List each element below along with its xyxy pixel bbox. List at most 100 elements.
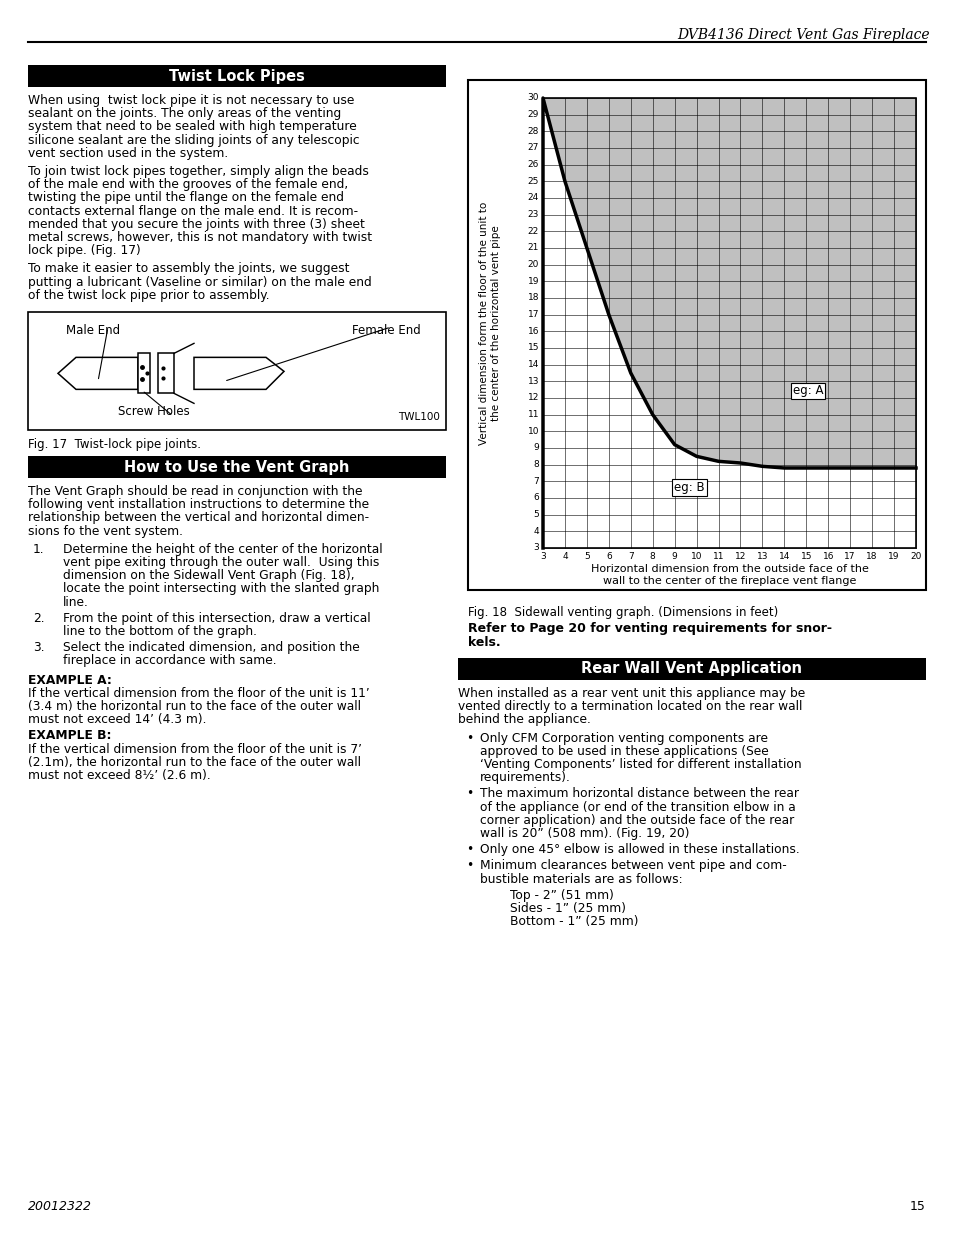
Text: 10: 10	[690, 552, 701, 561]
Text: Rear Wall Vent Application: Rear Wall Vent Application	[581, 662, 801, 677]
Text: putting a lubricant (Vaseline or similar) on the male end: putting a lubricant (Vaseline or similar…	[28, 275, 372, 289]
Text: 24: 24	[527, 194, 538, 203]
Text: 7: 7	[627, 552, 633, 561]
Text: 20012322: 20012322	[28, 1200, 91, 1213]
Polygon shape	[542, 98, 915, 548]
Text: 30: 30	[527, 94, 538, 103]
Text: Female End: Female End	[352, 324, 420, 337]
Bar	[28, 65, 446, 86]
Text: 8: 8	[649, 552, 655, 561]
Text: When using  twist lock pipe it is not necessary to use: When using twist lock pipe it is not nec…	[28, 94, 354, 107]
Text: How to Use the Vent Graph: How to Use the Vent Graph	[124, 459, 350, 474]
Text: line.: line.	[63, 595, 89, 609]
Text: line to the bottom of the graph.: line to the bottom of the graph.	[63, 625, 256, 638]
Text: sions fo the vent system.: sions fo the vent system.	[28, 525, 183, 537]
Text: To make it easier to assembly the joints, we suggest: To make it easier to assembly the joints…	[28, 262, 349, 275]
Text: EXAMPLE B:: EXAMPLE B:	[28, 730, 112, 742]
Text: lock pipe. (Fig. 17): lock pipe. (Fig. 17)	[28, 245, 141, 257]
Bar	[468, 80, 925, 590]
Text: sealant on the joints. The only areas of the venting: sealant on the joints. The only areas of…	[28, 107, 341, 120]
Text: 29: 29	[527, 110, 538, 119]
Text: Screw Holes: Screw Holes	[118, 405, 190, 417]
Text: 15: 15	[800, 552, 811, 561]
Text: Fig. 18  Sidewall venting graph. (Dimensions in feet): Fig. 18 Sidewall venting graph. (Dimensi…	[468, 606, 778, 619]
Text: eg: A: eg: A	[792, 384, 822, 398]
Text: 2.: 2.	[33, 611, 45, 625]
Text: 18: 18	[865, 552, 877, 561]
Text: 22: 22	[527, 227, 538, 236]
Text: 10: 10	[527, 427, 538, 436]
Text: Horizontal dimension from the outside face of the
wall to the center of the fire: Horizontal dimension from the outside fa…	[590, 564, 867, 585]
Text: 20: 20	[527, 261, 538, 269]
Text: of the male end with the grooves of the female end,: of the male end with the grooves of the …	[28, 178, 348, 191]
Text: of the twist lock pipe prior to assembly.: of the twist lock pipe prior to assembly…	[28, 289, 270, 301]
Text: eg: B: eg: B	[674, 480, 704, 494]
Text: 8: 8	[533, 461, 538, 469]
Bar	[542, 98, 915, 548]
Text: approved to be used in these applications (See: approved to be used in these application…	[479, 745, 768, 758]
Text: Determine the height of the center of the horizontal: Determine the height of the center of th…	[63, 543, 382, 556]
Text: vent section used in the system.: vent section used in the system.	[28, 147, 228, 159]
Text: If the vertical dimension from the floor of the unit is 7’: If the vertical dimension from the floor…	[28, 742, 361, 756]
Text: 9: 9	[671, 552, 677, 561]
Bar	[28, 456, 446, 478]
Text: 26: 26	[527, 161, 538, 169]
Text: wall is 20” (508 mm). (Fig. 19, 20): wall is 20” (508 mm). (Fig. 19, 20)	[479, 827, 689, 840]
Bar	[542, 98, 915, 548]
Text: 7: 7	[533, 477, 538, 485]
Text: Only one 45° elbow is allowed in these installations.: Only one 45° elbow is allowed in these i…	[479, 844, 799, 856]
Text: Only CFM Corporation venting components are: Only CFM Corporation venting components …	[479, 731, 767, 745]
Text: The Vent Graph should be read in conjunction with the: The Vent Graph should be read in conjunc…	[28, 485, 362, 498]
Text: requirements).: requirements).	[479, 771, 570, 784]
Text: EXAMPLE A:: EXAMPLE A:	[28, 673, 112, 687]
Text: kels.: kels.	[468, 636, 500, 650]
Text: •: •	[466, 731, 473, 745]
Text: If the vertical dimension from the floor of the unit is 11’: If the vertical dimension from the floor…	[28, 687, 370, 700]
Text: Male End: Male End	[66, 324, 120, 337]
Text: 21: 21	[527, 243, 538, 252]
Text: 17: 17	[843, 552, 855, 561]
Text: 11: 11	[712, 552, 723, 561]
Text: To join twist lock pipes together, simply align the beads: To join twist lock pipes together, simpl…	[28, 165, 369, 178]
Bar	[158, 353, 173, 394]
Text: mended that you secure the joints with three (3) sheet: mended that you secure the joints with t…	[28, 217, 364, 231]
Text: following vent installation instructions to determine the: following vent installation instructions…	[28, 498, 369, 511]
Text: system that need to be sealed with high temperature: system that need to be sealed with high …	[28, 120, 356, 133]
Text: 9: 9	[533, 443, 538, 452]
Text: ‘Venting Components’ listed for different installation: ‘Venting Components’ listed for differen…	[479, 758, 801, 771]
Text: 3: 3	[533, 543, 538, 552]
Text: behind the appliance.: behind the appliance.	[457, 714, 590, 726]
Text: 6: 6	[533, 494, 538, 503]
Text: Top - 2” (51 mm): Top - 2” (51 mm)	[510, 889, 613, 902]
Text: 19: 19	[527, 277, 538, 285]
Text: relationship between the vertical and horizontal dimen-: relationship between the vertical and ho…	[28, 511, 369, 525]
Text: Refer to Page 20 for venting requirements for snor-: Refer to Page 20 for venting requirement…	[468, 622, 831, 635]
Text: 14: 14	[527, 361, 538, 369]
Text: 25: 25	[527, 177, 538, 185]
Text: •: •	[466, 860, 473, 872]
Text: •: •	[466, 788, 473, 800]
Text: Vertical dimension form the floor of the unit to
the center of the horizontal ve: Vertical dimension form the floor of the…	[478, 201, 500, 445]
Text: 5: 5	[533, 510, 538, 519]
Text: From the point of this intersection, draw a vertical: From the point of this intersection, dra…	[63, 611, 370, 625]
Text: 5: 5	[583, 552, 589, 561]
Text: metal screws, however, this is not mandatory with twist: metal screws, however, this is not manda…	[28, 231, 372, 245]
Text: 12: 12	[527, 394, 538, 403]
Text: of the appliance (or end of the transition elbow in a: of the appliance (or end of the transiti…	[479, 800, 795, 814]
Text: silicone sealant are the sliding joints of any telescopic: silicone sealant are the sliding joints …	[28, 133, 359, 147]
Text: •: •	[466, 844, 473, 856]
Text: fireplace in accordance with same.: fireplace in accordance with same.	[63, 655, 276, 667]
Text: must not exceed 8½’ (2.6 m).: must not exceed 8½’ (2.6 m).	[28, 769, 211, 782]
Text: 12: 12	[734, 552, 745, 561]
Text: 3: 3	[539, 552, 545, 561]
Text: bustible materials are as follows:: bustible materials are as follows:	[479, 873, 682, 885]
Text: When installed as a rear vent unit this appliance may be: When installed as a rear vent unit this …	[457, 687, 804, 700]
Text: 13: 13	[756, 552, 767, 561]
Text: TWL100: TWL100	[397, 412, 439, 422]
Text: contacts external flange on the male end. It is recom-: contacts external flange on the male end…	[28, 205, 357, 217]
Text: vent pipe exiting through the outer wall.  Using this: vent pipe exiting through the outer wall…	[63, 556, 379, 569]
Text: 23: 23	[527, 210, 538, 219]
Text: Twist Lock Pipes: Twist Lock Pipes	[169, 68, 305, 84]
Text: must not exceed 14’ (4.3 m).: must not exceed 14’ (4.3 m).	[28, 713, 206, 726]
Text: 16: 16	[821, 552, 833, 561]
